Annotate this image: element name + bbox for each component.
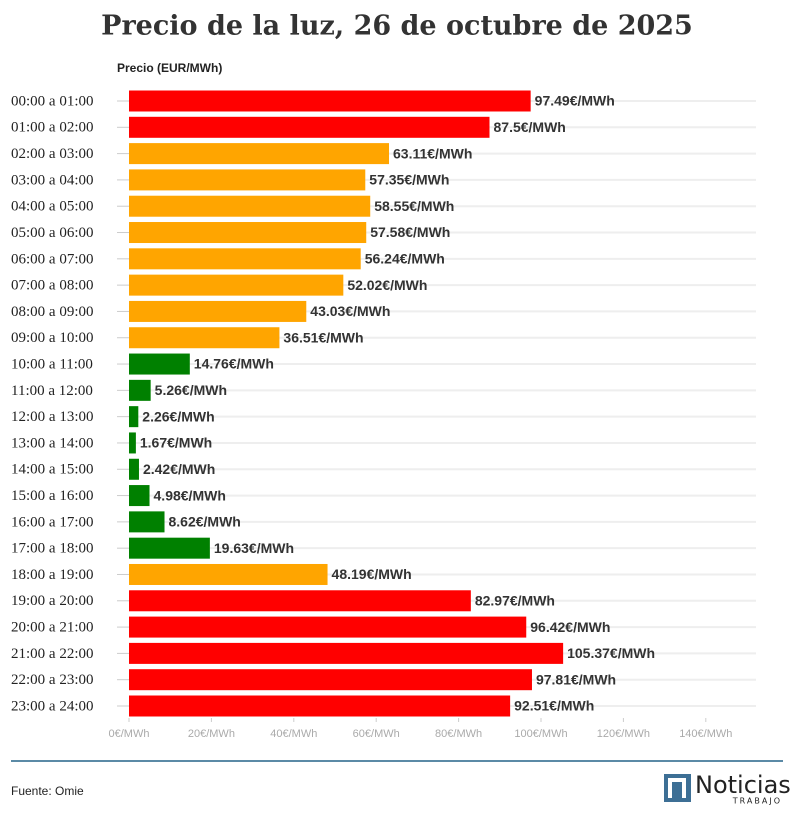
bar (129, 695, 511, 717)
chart-title: Precio de la luz, 26 de octubre de 2025 (101, 11, 693, 42)
y-tick-label: 00:00 a 01:00 (11, 93, 94, 109)
y-tick-label: 08:00 a 09:00 (11, 304, 94, 320)
x-tick-label: 100€/MWh (514, 728, 567, 740)
y-tick-label: 20:00 a 21:00 (11, 620, 94, 636)
value-label: 92.51€/MWh (514, 698, 594, 714)
y-tick-label: 09:00 a 10:00 (11, 330, 94, 346)
bar (129, 143, 390, 165)
y-tick-label: 21:00 a 22:00 (11, 646, 94, 662)
x-tick-label: 20€/MWh (188, 728, 235, 740)
value-label: 4.98€/MWh (154, 487, 226, 503)
bar (129, 537, 210, 559)
bar (129, 90, 531, 112)
logo: Noticias TRABAJO (664, 771, 791, 806)
logo-icon-n (668, 778, 686, 798)
source: Fuente: Omie (11, 784, 84, 798)
x-tick-label: 0€/MWh (109, 728, 150, 740)
y-tick-label: 03:00 a 04:00 (11, 172, 94, 188)
value-label: 14.76€/MWh (194, 356, 274, 372)
y-tick-label: 22:00 a 23:00 (11, 672, 94, 688)
value-label: 5.26€/MWh (155, 382, 227, 398)
value-label: 1.67€/MWh (140, 435, 212, 451)
bar (129, 195, 371, 217)
value-label: 43.03€/MWh (310, 303, 390, 319)
y-tick-label: 13:00 a 14:00 (11, 435, 94, 451)
bar (129, 406, 139, 428)
value-label: 63.11€/MWh (393, 145, 472, 161)
value-label: 82.97€/MWh (475, 592, 555, 608)
x-tick-label: 60€/MWh (353, 728, 400, 740)
value-label: 19.63€/MWh (214, 540, 294, 556)
value-label: 97.49€/MWh (535, 93, 615, 109)
x-tick-label: 140€/MWh (679, 728, 732, 740)
y-tick-label: 05:00 a 06:00 (11, 225, 94, 241)
y-tick-label: 11:00 a 12:00 (11, 383, 93, 399)
bar (129, 327, 280, 349)
logo-subtext: TRABAJO (732, 797, 782, 806)
y-tick-label: 16:00 a 17:00 (11, 514, 94, 530)
bar (129, 563, 328, 585)
logo-text: Noticias (695, 771, 791, 799)
y-tick-label: 12:00 a 13:00 (11, 409, 94, 425)
bar (129, 432, 136, 454)
y-tick-label: 10:00 a 11:00 (11, 356, 93, 372)
value-label: 2.26€/MWh (142, 408, 214, 424)
bar (129, 458, 139, 480)
value-label: 52.02€/MWh (347, 277, 427, 293)
value-label: 56.24€/MWh (365, 251, 445, 267)
y-tick-label: 06:00 a 07:00 (11, 251, 94, 267)
bar (129, 590, 471, 612)
bar (129, 274, 344, 296)
y-tick-label: 17:00 a 18:00 (11, 541, 94, 557)
bar (129, 222, 367, 244)
y-tick-label: 15:00 a 16:00 (11, 488, 94, 504)
value-label: 57.58€/MWh (370, 224, 450, 240)
bar (129, 248, 361, 270)
bar (129, 169, 366, 191)
bar (129, 116, 490, 138)
y-tick-label: 23:00 a 24:00 (11, 698, 94, 714)
y-tick-label: 02:00 a 03:00 (11, 146, 94, 162)
y-tick-label: 14:00 a 15:00 (11, 462, 94, 478)
y-tick-label: 04:00 a 05:00 (11, 199, 94, 215)
value-label: 57.35€/MWh (369, 172, 449, 188)
bar (129, 485, 150, 507)
value-label: 96.42€/MWh (530, 619, 610, 635)
value-label: 2.42€/MWh (143, 461, 215, 477)
bar (129, 616, 527, 638)
value-label: 97.81€/MWh (536, 671, 616, 687)
x-tick-label: 40€/MWh (270, 728, 317, 740)
bar (129, 642, 564, 664)
value-label: 87.5€/MWh (494, 119, 566, 135)
y-tick-label: 07:00 a 08:00 (11, 278, 94, 294)
value-label: 105.37€/MWh (567, 645, 655, 661)
x-tick-label: 80€/MWh (435, 728, 482, 740)
bar (129, 379, 151, 401)
value-label: 8.62€/MWh (169, 514, 241, 530)
x-tick-label: 120€/MWh (597, 728, 650, 740)
bar (129, 669, 532, 691)
y-tick-label: 19:00 a 20:00 (11, 593, 94, 609)
bar (129, 511, 165, 533)
value-label: 58.55€/MWh (374, 198, 454, 214)
y-tick-label: 18:00 a 19:00 (11, 567, 94, 583)
bar (129, 300, 307, 322)
value-label: 48.19€/MWh (332, 566, 412, 582)
axis-title: Precio (EUR/MWh) (117, 61, 222, 75)
bar (129, 353, 190, 375)
value-label: 36.51€/MWh (283, 329, 363, 345)
y-tick-label: 01:00 a 02:00 (11, 120, 94, 136)
